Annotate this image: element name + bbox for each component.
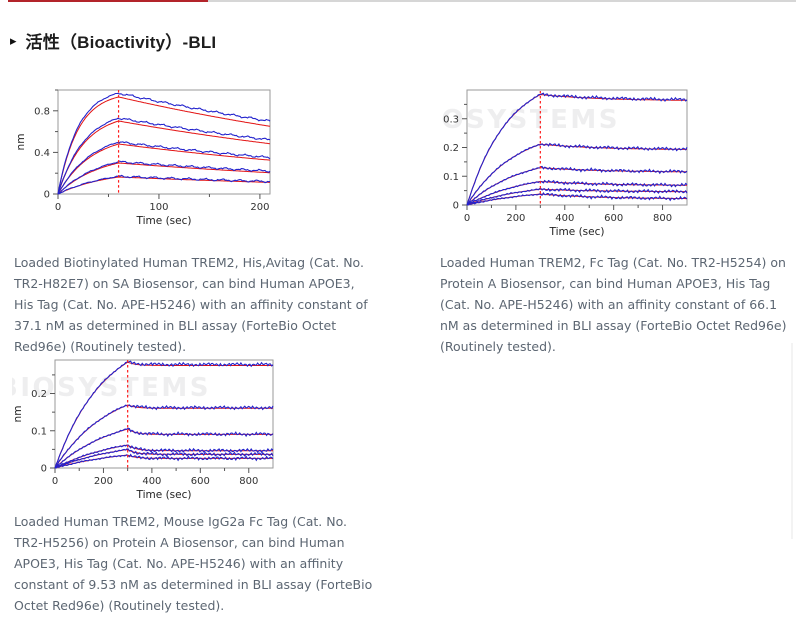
active-tab-underline [8, 0, 208, 2]
svg-text:400: 400 [555, 213, 574, 224]
page-edge-divider [791, 343, 793, 539]
bli-chart-protein-a-igg2a: BIOSYSTEMS 0 0.1 0.2 0 200 400 600 800 Time (sec)… [12, 359, 274, 501]
svg-text:100: 100 [149, 202, 168, 213]
svg-text:800: 800 [653, 213, 672, 224]
svg-text:0.1: 0.1 [443, 172, 459, 183]
svg-text:Time (sec): Time (sec) [136, 489, 192, 501]
svg-text:0.2: 0.2 [443, 143, 459, 154]
svg-text:600: 600 [191, 476, 210, 487]
svg-text:BIOSYSTEMS: BIOSYSTEMS [437, 105, 620, 135]
svg-text:0: 0 [44, 190, 50, 201]
svg-text:200: 200 [506, 213, 525, 224]
svg-text:Time (sec): Time (sec) [549, 226, 605, 238]
section-title: 活性（Bioactivity）-BLI [25, 33, 217, 52]
figure-caption-2: Loaded Human TREM2, Fc Tag (Cat. No. TR2… [440, 255, 787, 354]
svg-text:0.4: 0.4 [34, 148, 50, 159]
svg-text:0.2: 0.2 [31, 389, 47, 400]
svg-text:0: 0 [55, 202, 61, 213]
svg-text:200: 200 [94, 476, 113, 487]
svg-text:nm: nm [12, 406, 24, 423]
svg-text:0: 0 [453, 201, 459, 212]
svg-text:0.3: 0.3 [443, 114, 459, 125]
svg-text:400: 400 [142, 476, 161, 487]
svg-text:0.8: 0.8 [34, 106, 50, 117]
svg-text:0: 0 [52, 476, 58, 487]
svg-text:0: 0 [41, 464, 47, 475]
svg-text:200: 200 [250, 202, 269, 213]
svg-text:0: 0 [464, 213, 470, 224]
bli-chart-sa-biosensor: 0 0.4 0.8 0 100 200 Time (sec) nm [15, 89, 271, 227]
svg-text:Time (sec): Time (sec) [136, 215, 192, 227]
figure-caption-3: Loaded Human TREM2, Mouse IgG2a Fc Tag (… [14, 514, 373, 613]
svg-text:800: 800 [239, 476, 258, 487]
section-header-bioactivity-bli[interactable]: ▸ 活性（Bioactivity）-BLI [10, 28, 216, 53]
figure-caption-1: Loaded Biotinylated Human TREM2, His,Avi… [14, 255, 368, 354]
bli-chart-protein-a-fc: BIOSYSTEMS 0 0.1 0.2 0.3 0 200 400 600 800 Time (s… [437, 89, 688, 238]
svg-text:0.1: 0.1 [31, 426, 47, 437]
tab-divider-line [208, 0, 796, 2]
expand-arrow-icon[interactable]: ▸ [10, 33, 17, 48]
svg-text:nm: nm [15, 134, 27, 151]
svg-text:BIOSYSTEMS: BIOSYSTEMS [12, 373, 211, 403]
svg-text:600: 600 [604, 213, 623, 224]
